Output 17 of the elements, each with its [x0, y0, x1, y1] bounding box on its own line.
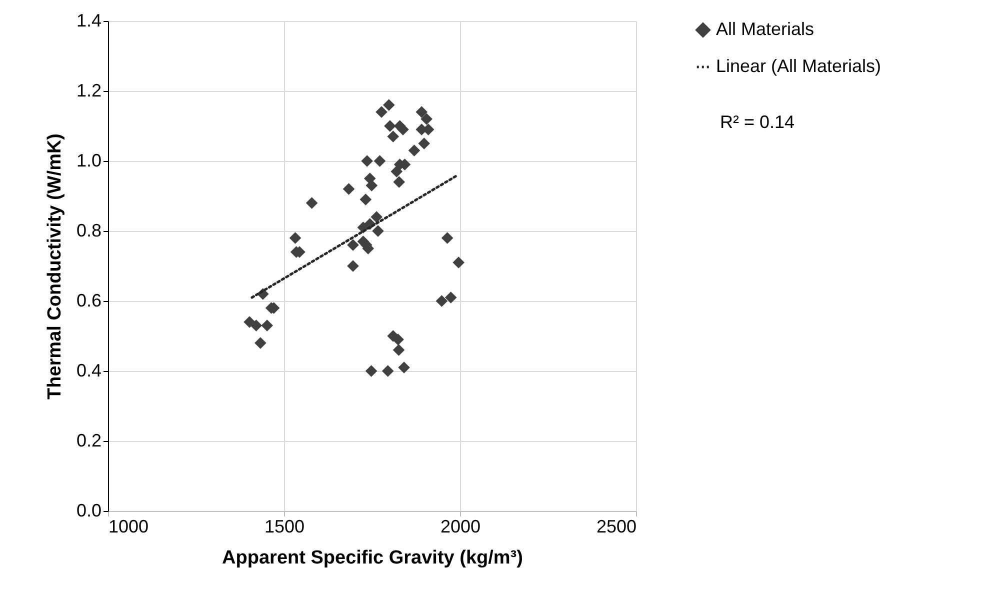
- y-tick-label: 0.0: [76, 500, 102, 520]
- y-axis-title: Thermal Conductivity (W/mK): [44, 133, 66, 400]
- legend-label: Linear (All Materials): [716, 56, 882, 76]
- y-tick-label: 0.2: [76, 430, 102, 450]
- legend-label: All Materials: [716, 19, 814, 39]
- x-tick-label: 2500: [596, 516, 636, 536]
- y-tick-label: 1.0: [76, 150, 102, 170]
- y-tick-label: 0.4: [76, 360, 102, 380]
- text: R² = 0.14: [720, 112, 795, 132]
- x-axis-title: Apparent Specific Gravity (kg/m³): [222, 548, 523, 568]
- y-tick-label: 0.8: [76, 220, 102, 240]
- x-tick-label: 1500: [264, 516, 305, 536]
- y-tick-label: 0.6: [76, 290, 102, 310]
- x-tick-label: 2000: [440, 516, 481, 536]
- x-tick-label: 1000: [108, 516, 149, 536]
- y-tick-label: 1.4: [76, 10, 102, 30]
- y-tick-label: 1.2: [76, 80, 102, 100]
